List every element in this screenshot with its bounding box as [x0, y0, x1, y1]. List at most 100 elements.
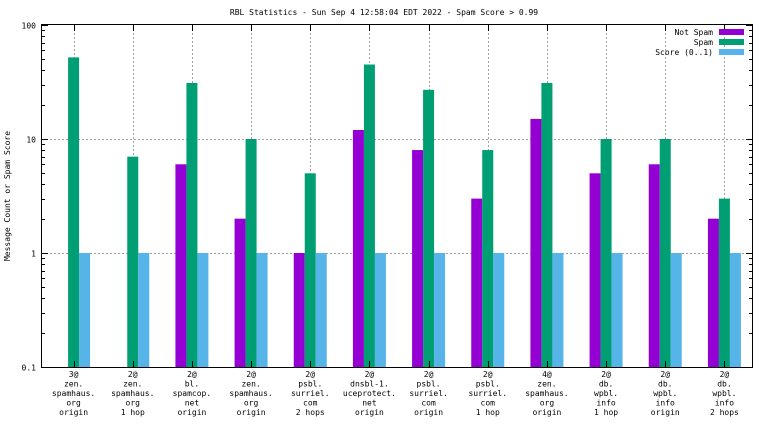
x-tick-label-line: surriel. — [409, 389, 448, 398]
x-tick-label-line: com — [481, 399, 496, 408]
x-tick-label-line: origin — [237, 408, 266, 417]
bar-not-spam — [234, 218, 246, 367]
x-tick-label-line: 1 hop — [476, 408, 500, 417]
x-tick-label: 2@ db. wpbl. info 2 hops — [710, 370, 739, 417]
y-axis-ticks: 0.1 1 10 100 — [22, 22, 752, 373]
bar-spam — [423, 89, 435, 367]
bar-score-0-1 — [552, 253, 564, 367]
x-tick-label-line: 2 hops — [710, 408, 739, 417]
y-tick-label: 100 — [22, 22, 37, 31]
x-tick-label-line: psbl. — [476, 380, 500, 389]
x-tick-label-line: zen. — [64, 380, 83, 389]
x-tick-label-line: info — [596, 399, 615, 408]
x-tick-label: 4@ zen. spamhaus. org origin — [525, 370, 568, 417]
x-tick-label-line: db. — [717, 380, 731, 389]
x-tick-label-line: dnsbl-1. — [350, 380, 389, 389]
bar-not-spam — [530, 118, 542, 368]
x-tick-label-line: origin — [651, 408, 680, 417]
bar-score-0-1 — [374, 253, 386, 367]
x-tick-label-line: info — [715, 399, 734, 408]
x-tick-label: 2@ db. wpbl. info origin — [651, 370, 680, 417]
x-tick-label-line: 2@ — [660, 370, 670, 379]
x-tick-label-line: 2@ — [601, 370, 611, 379]
x-tick-label-line: 2@ — [483, 370, 493, 379]
y-axis-label: Message Count or Spam Score — [3, 131, 12, 261]
legend-label: Spam — [694, 38, 713, 47]
bar-spam — [541, 82, 553, 367]
x-tick-label: 2@ psbl. surriel. com 1 hop — [468, 370, 507, 417]
legend-label: Not Spam — [674, 28, 713, 37]
bar-spam — [127, 156, 139, 367]
x-tick-label: 2@ dnsbl-1. uceprotect. net origin — [343, 370, 396, 417]
x-tick-label-line: wpbl. — [653, 389, 677, 398]
legend-swatch — [719, 39, 744, 45]
x-tick-label-line: 1 hop — [121, 408, 145, 417]
x-tick-label-line: 2@ — [246, 370, 256, 379]
x-tick-label-line: com — [303, 399, 318, 408]
x-tick-label-line: zen. — [123, 380, 142, 389]
bar-spam — [600, 139, 612, 367]
x-tick-label-line: net — [362, 399, 377, 408]
plot-frame — [41, 24, 753, 368]
x-tick-label-line: 2@ — [720, 370, 730, 379]
x-tick-label-line: net — [185, 399, 200, 408]
x-tick-label-line: wpbl. — [712, 389, 736, 398]
bar-score-0-1 — [670, 253, 682, 367]
bar-score-0-1 — [493, 253, 505, 367]
bar-spam — [245, 139, 257, 367]
y-tick-label: 1 — [31, 250, 36, 259]
x-tick-label-line: 2 hops — [296, 408, 325, 417]
bar-not-spam — [293, 253, 305, 367]
x-tick-label-line: uceprotect. — [343, 389, 396, 398]
x-tick-label-line: db. — [658, 380, 672, 389]
x-tick-label-line: org — [126, 399, 141, 408]
x-tick-label-line: com — [421, 399, 436, 408]
bar-spam — [68, 57, 80, 367]
x-tick-label-line: org — [66, 399, 81, 408]
x-tick-label: 2@ db. wpbl. info 1 hop — [594, 370, 618, 417]
x-tick-label-line: org — [244, 399, 259, 408]
bar-spam — [304, 173, 316, 367]
x-tick-label-line: 2@ — [187, 370, 197, 379]
x-tick-label-line: zen. — [241, 380, 260, 389]
x-tick-label-line: 2@ — [128, 370, 138, 379]
x-tick-label-line: surriel. — [468, 389, 507, 398]
bar-not-spam — [648, 164, 660, 367]
bar-score-0-1 — [315, 253, 327, 367]
bar-score-0-1 — [256, 253, 268, 367]
x-tick-label: 2@ bl. spamcop. net origin — [173, 370, 212, 417]
bar-not-spam — [175, 164, 187, 367]
legend-swatch — [719, 29, 744, 35]
x-tick-label-line: info — [656, 399, 675, 408]
x-tick-label-line: origin — [59, 408, 88, 417]
x-tick-label: 2@ psbl. surriel. com 2 hops — [291, 370, 330, 417]
x-tick-label-line: origin — [177, 408, 206, 417]
bar-score-0-1 — [138, 253, 150, 367]
bar-score-0-1 — [611, 253, 623, 367]
x-tick-label-line: origin — [355, 408, 384, 417]
chart-title: RBL Statistics - Sun Sep 4 12:58:04 EDT … — [230, 8, 538, 17]
x-tick-label: 2@ zen. spamhaus. org origin — [229, 370, 272, 417]
bar-spam — [186, 82, 198, 367]
x-tick-label-line: surriel. — [291, 389, 330, 398]
x-tick-label-line: spamcop. — [173, 389, 212, 398]
bar-spam — [718, 198, 730, 367]
x-tick-label-line: spamhaus. — [111, 389, 154, 398]
y-tick-label: 0.1 — [22, 364, 37, 373]
x-tick-label-line: origin — [532, 408, 561, 417]
bar-spam — [363, 64, 375, 367]
bar-spam — [659, 139, 671, 367]
bar-not-spam — [471, 198, 483, 367]
x-tick-label-line: 3@ — [69, 370, 79, 379]
x-tick-label-line: org — [540, 399, 555, 408]
bar-not-spam — [707, 218, 719, 367]
bar-score-0-1 — [729, 253, 741, 367]
x-tick-label-line: spamhaus. — [229, 389, 272, 398]
bar-not-spam — [412, 150, 424, 367]
bars — [68, 57, 741, 368]
x-tick-label-line: 2@ — [365, 370, 375, 379]
x-tick-label: 3@ zen. spamhaus. org origin — [52, 370, 95, 417]
